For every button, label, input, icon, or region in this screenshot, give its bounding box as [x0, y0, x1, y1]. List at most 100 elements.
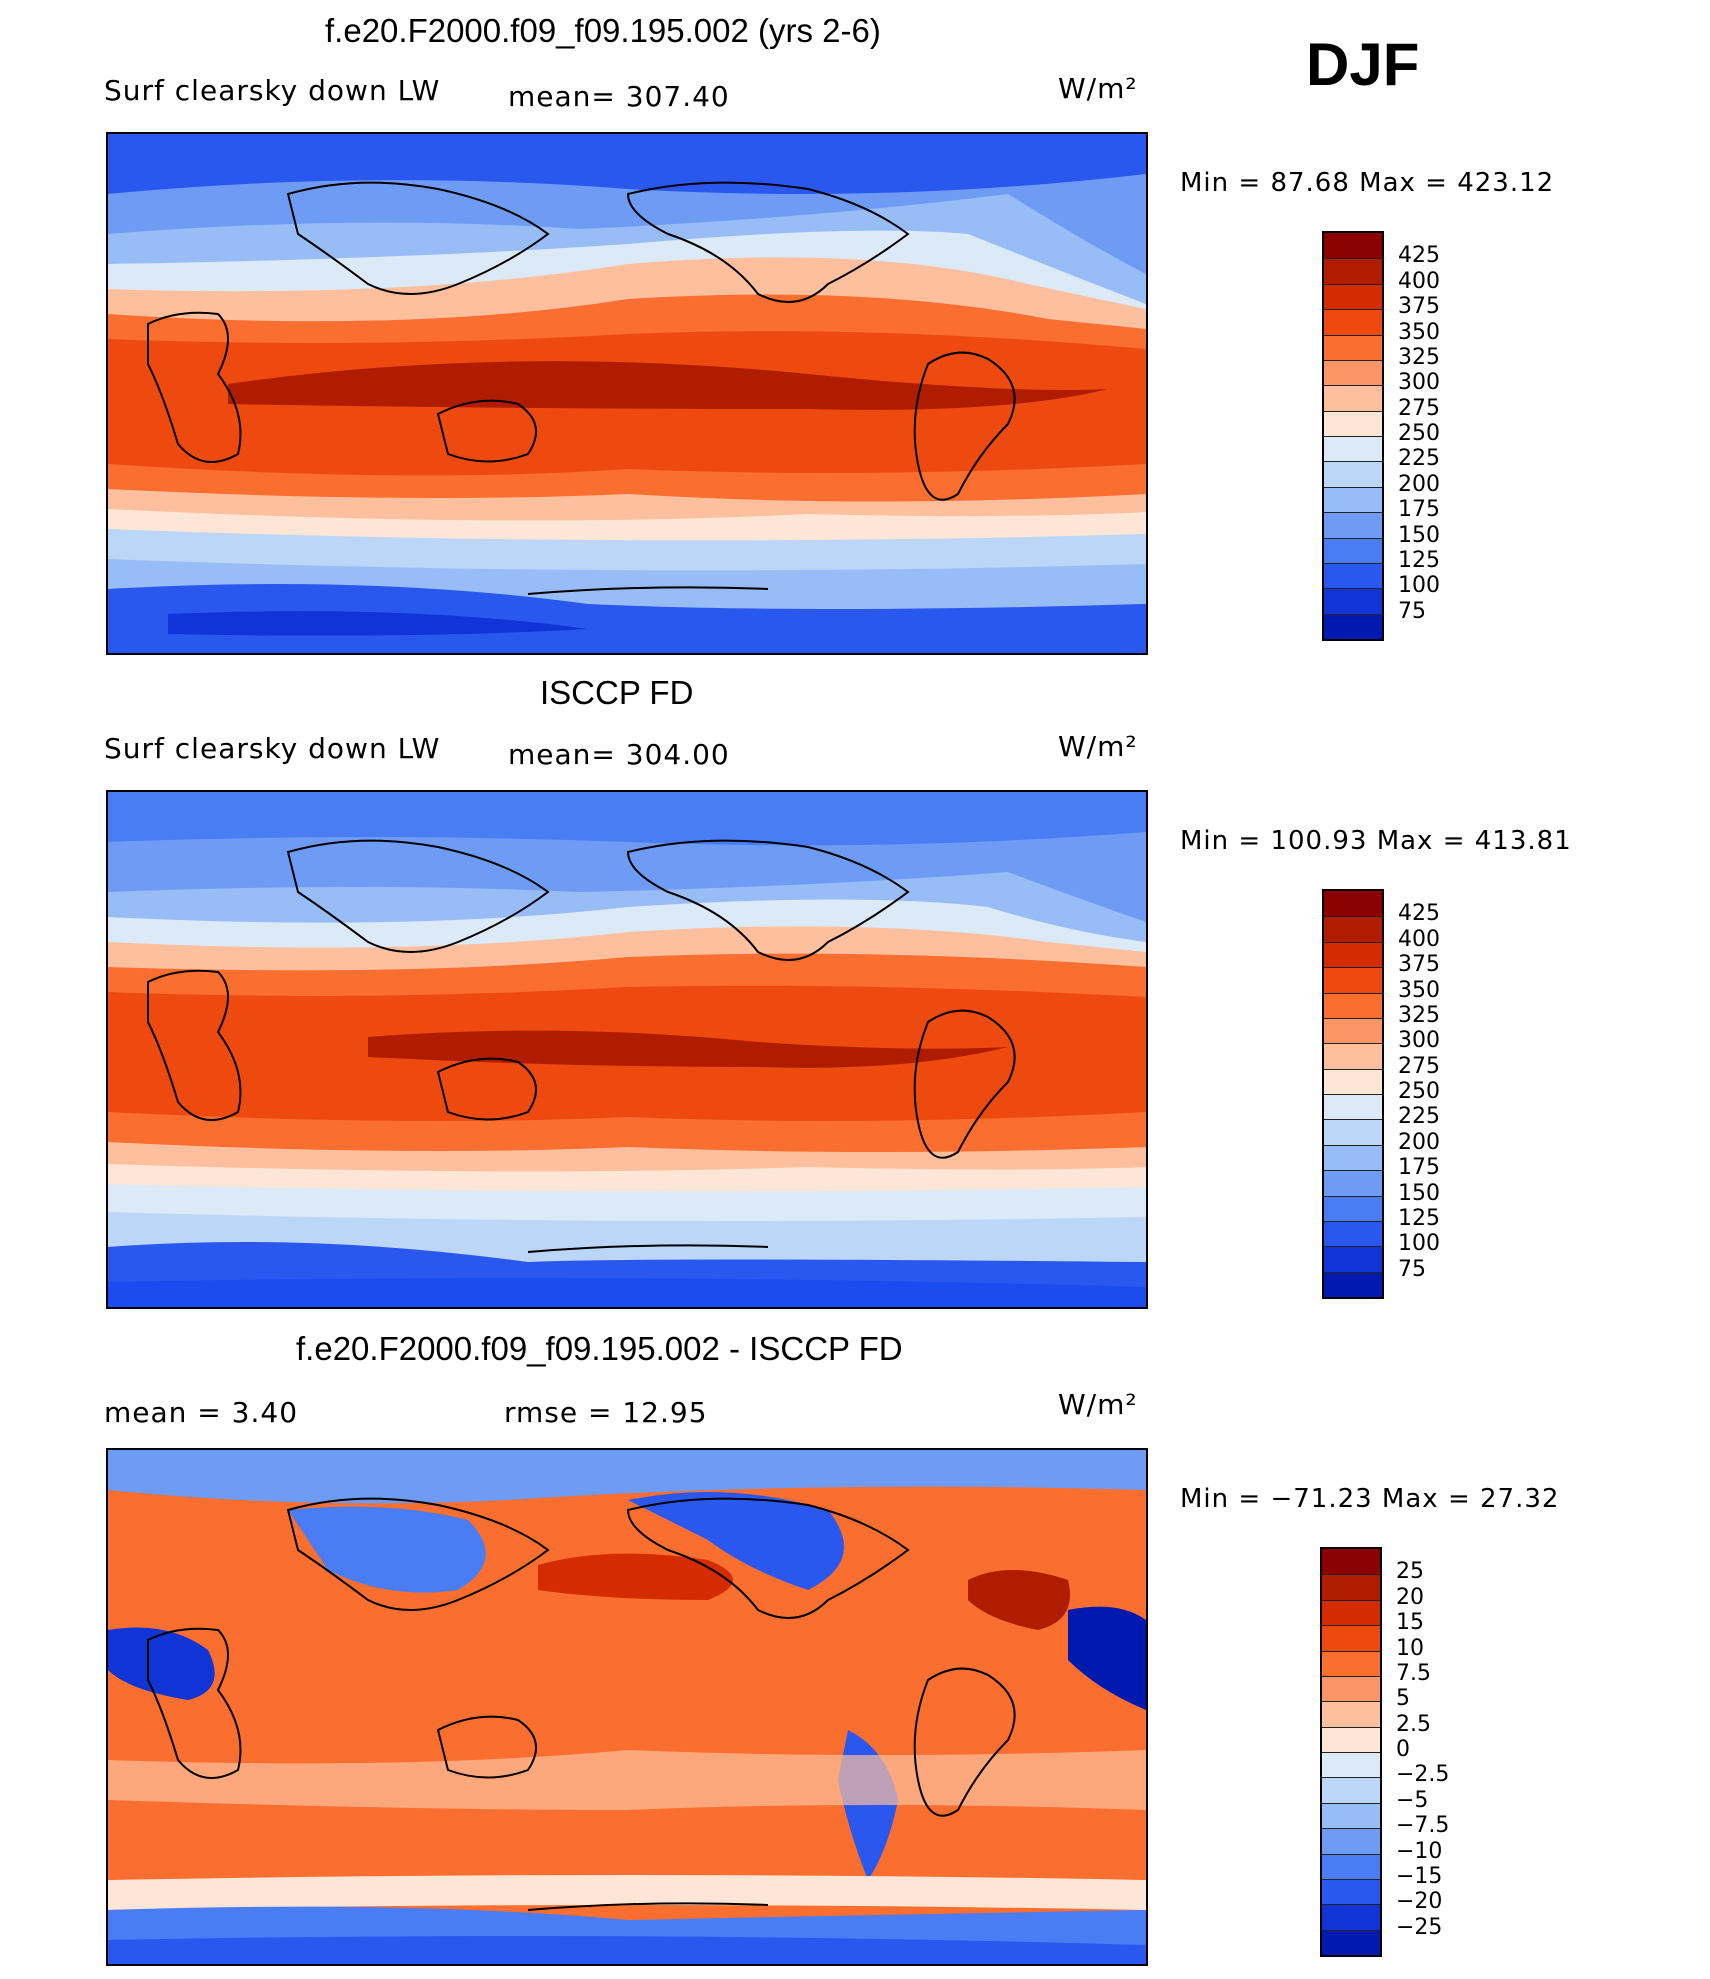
colorbar-tick-label: 75	[1398, 1256, 1426, 1282]
colorbar-swatch	[1324, 891, 1382, 917]
panel2-variable-label: Surf clearsky down LW	[104, 732, 441, 765]
colorbar-tick-label: 150	[1398, 522, 1440, 548]
colorbar-swatch	[1324, 613, 1382, 639]
panel3-rmse: rmse = 12.95	[504, 1396, 708, 1429]
colorbar-swatch	[1322, 1802, 1380, 1829]
colorbar-swatch	[1322, 1701, 1380, 1727]
panel1-map-svg	[108, 134, 1146, 653]
colorbar-swatch	[1324, 283, 1382, 310]
colorbar-swatch	[1322, 1650, 1380, 1676]
colorbar-swatch	[1324, 537, 1382, 563]
colorbar-tick-label: 125	[1398, 1205, 1440, 1231]
colorbar-swatch	[1322, 1828, 1380, 1854]
colorbar-tick-label: 250	[1398, 421, 1440, 446]
colorbar-tick-label: 425	[1398, 901, 1440, 927]
colorbar-tick-label: 200	[1398, 471, 1440, 497]
colorbar-tick-label: 400	[1398, 268, 1440, 294]
colorbar-swatch	[1322, 1904, 1380, 1930]
colorbar-tick-label: 25	[1396, 1559, 1424, 1585]
panel1-colorbar	[1322, 231, 1384, 641]
panel3-map	[106, 1448, 1148, 1966]
colorbar-swatch	[1324, 1043, 1382, 1069]
colorbar-tick-label: 15	[1396, 1610, 1424, 1636]
colorbar-tick-label: 0	[1396, 1737, 1410, 1762]
colorbar-swatch	[1324, 916, 1382, 942]
colorbar-swatch	[1324, 1068, 1382, 1094]
colorbar-swatch	[1324, 588, 1382, 614]
colorbar-swatch	[1324, 385, 1382, 411]
panel1-map	[106, 132, 1148, 655]
colorbar-swatch	[1324, 562, 1382, 589]
colorbar-swatch	[1322, 1625, 1380, 1651]
colorbar-tick-label: 400	[1398, 926, 1440, 952]
colorbar-swatch	[1322, 1929, 1380, 1955]
colorbar-swatch	[1324, 1220, 1382, 1247]
colorbar-tick-label: 100	[1398, 1231, 1440, 1257]
colorbar-tick-label: 225	[1398, 446, 1440, 472]
colorbar-swatch	[1324, 461, 1382, 487]
colorbar-swatch	[1324, 233, 1382, 259]
panel1-mean: mean= 307.40	[508, 80, 730, 113]
colorbar-tick-label: 175	[1398, 1155, 1440, 1181]
colorbar-swatch	[1324, 967, 1382, 993]
colorbar-tick-label: −7.5	[1396, 1813, 1450, 1839]
colorbar-swatch	[1322, 1878, 1380, 1905]
colorbar-swatch	[1324, 1195, 1382, 1221]
colorbar-swatch	[1322, 1675, 1380, 1702]
colorbar-tick-label: 350	[1398, 977, 1440, 1003]
panel1-variable-label: Surf clearsky down LW	[104, 74, 441, 107]
colorbar-tick-label: 20	[1396, 1584, 1424, 1610]
panel3-min-max: Min = −71.23 Max = 27.32	[1180, 1484, 1560, 1514]
panel2-map	[106, 790, 1148, 1309]
colorbar-tick-label: 275	[1398, 395, 1440, 421]
colorbar-swatch	[1322, 1549, 1380, 1575]
colorbar-tick-label: 75	[1398, 598, 1426, 624]
colorbar-swatch	[1322, 1574, 1380, 1600]
colorbar-tick-label: −15	[1396, 1863, 1443, 1889]
panel3-colorbar	[1320, 1547, 1382, 1957]
colorbar-swatch	[1322, 1599, 1380, 1626]
colorbar-swatch	[1324, 1119, 1382, 1145]
colorbar-tick-label: 5	[1396, 1686, 1410, 1712]
colorbar-swatch	[1324, 1094, 1382, 1120]
panel3-units: W/m²	[1058, 1388, 1138, 1421]
panel3-mean: mean = 3.40	[104, 1396, 299, 1429]
colorbar-tick-label: 10	[1396, 1635, 1424, 1661]
panel1-title: f.e20.F2000.f09_f09.195.002 (yrs 2-6)	[325, 12, 881, 49]
colorbar-tick-label: 425	[1398, 243, 1440, 269]
colorbar-tick-label: 375	[1398, 952, 1440, 978]
colorbar-swatch	[1324, 309, 1382, 335]
colorbar-swatch	[1324, 436, 1382, 462]
colorbar-tick-label: 7.5	[1396, 1660, 1431, 1686]
colorbar-tick-label: 275	[1398, 1053, 1440, 1079]
panel2-colorbar	[1322, 889, 1384, 1299]
colorbar-tick-label: −20	[1396, 1889, 1443, 1915]
colorbar-tick-label: 350	[1398, 319, 1440, 345]
colorbar-swatch	[1324, 1271, 1382, 1297]
panel2-units: W/m²	[1058, 730, 1138, 763]
colorbar-swatch	[1324, 486, 1382, 513]
colorbar-swatch	[1322, 1777, 1380, 1803]
panel1-units: W/m²	[1058, 72, 1138, 105]
colorbar-swatch	[1324, 359, 1382, 386]
colorbar-swatch	[1324, 1246, 1382, 1272]
colorbar-swatch	[1324, 334, 1382, 360]
colorbar-tick-label: 375	[1398, 294, 1440, 320]
colorbar-tick-label: 325	[1398, 344, 1440, 370]
panel2-title: ISCCP FD	[540, 674, 694, 711]
panel2-mean: mean= 304.00	[508, 738, 730, 771]
panel3-map-svg	[108, 1450, 1146, 1964]
colorbar-swatch	[1324, 941, 1382, 968]
colorbar-swatch	[1322, 1853, 1380, 1879]
colorbar-tick-label: 325	[1398, 1002, 1440, 1028]
colorbar-tick-label: 225	[1398, 1104, 1440, 1130]
colorbar-tick-label: −5	[1396, 1787, 1429, 1813]
season-label: DJF	[1306, 31, 1420, 98]
colorbar-swatch	[1322, 1752, 1380, 1778]
colorbar-tick-label: 250	[1398, 1079, 1440, 1104]
colorbar-swatch	[1324, 410, 1382, 436]
colorbar-tick-label: −10	[1396, 1838, 1443, 1864]
panel2-map-svg	[108, 792, 1146, 1307]
colorbar-tick-label: 175	[1398, 497, 1440, 523]
colorbar-swatch	[1324, 1144, 1382, 1171]
